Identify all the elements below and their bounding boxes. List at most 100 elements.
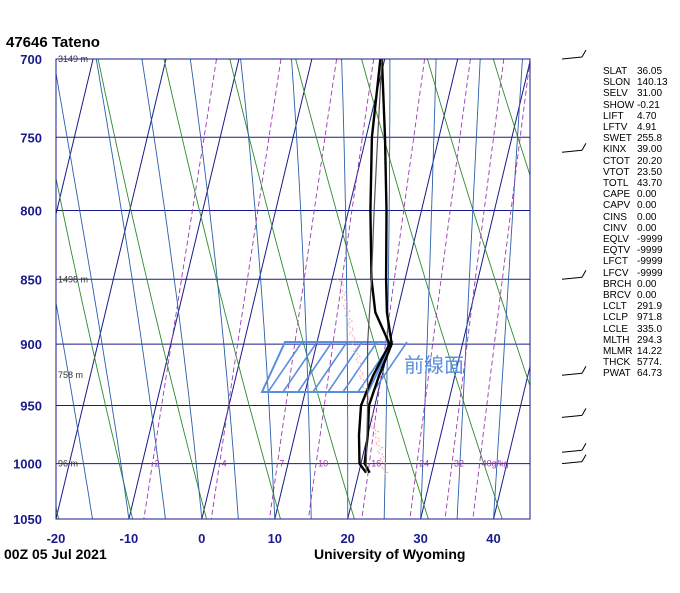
index-value: 294.3	[637, 334, 663, 346]
frontal-zone-hatch	[282, 341, 318, 393]
mixing-ratio-label: 32	[454, 459, 464, 469]
index-key: THCK	[603, 357, 631, 369]
index-row: CINS 0.00	[603, 212, 668, 223]
index-key: LFTV	[603, 122, 628, 134]
temperature-tick-label: -10	[120, 531, 139, 546]
index-key: PWAT	[603, 368, 631, 380]
index-value: 0.00	[637, 278, 657, 290]
index-value: 4.70	[637, 110, 657, 122]
dry-adiabat-line	[229, 59, 355, 519]
index-key: CAPV	[603, 200, 631, 212]
index-row: LFCV -9999	[603, 268, 668, 279]
mixing-ratio-line	[269, 59, 338, 519]
temperature-tick-label: -20	[47, 531, 66, 546]
index-row: MLMR 14.22	[603, 346, 668, 357]
index-value: 4.91	[637, 122, 657, 134]
frontal-zone-hatch	[267, 341, 303, 393]
moist-adiabat-line	[56, 70, 130, 519]
isotherm-line	[56, 59, 94, 217]
temperature-tick-label: 10	[268, 531, 282, 546]
frontal-zone-hatch	[342, 341, 378, 393]
dry-adiabat-line	[56, 176, 134, 519]
pink-dotted-line	[336, 278, 389, 476]
height-label: 758 m	[58, 370, 83, 380]
isotherm-line	[201, 59, 313, 519]
observation-time: 00Z 05 Jul 2021	[4, 546, 107, 562]
index-key: CINS	[603, 211, 627, 223]
index-value: -9999	[637, 267, 663, 279]
temperature-tick-label: 0	[198, 531, 205, 546]
index-value: 31.00	[637, 88, 663, 100]
wind-barb-flag	[581, 442, 587, 451]
dewpoint-series-line	[357, 59, 391, 474]
index-key: SLON	[603, 77, 631, 89]
index-value: 64.73	[637, 368, 663, 380]
mixing-ratio-line	[444, 59, 505, 519]
index-key: LFCV	[603, 267, 629, 279]
index-key: TOTL	[603, 178, 629, 190]
chart-title: 47646 Tateno	[6, 34, 100, 51]
pressure-tick-label: 700	[20, 52, 42, 67]
index-row: BRCV 0.00	[603, 290, 668, 301]
index-key: CAPE	[603, 189, 631, 201]
mixing-ratio-line	[472, 59, 530, 519]
plot-frame	[55, 58, 531, 520]
index-value: -9999	[637, 256, 663, 268]
moist-adiabat-line	[493, 59, 523, 519]
index-key: EQTV	[603, 245, 631, 257]
index-key: LFCT	[603, 256, 628, 268]
index-key: CINV	[603, 222, 627, 234]
index-value: -0.21	[637, 99, 660, 111]
index-key: BRCV	[603, 290, 631, 302]
mixing-ratio-label: 4	[222, 459, 227, 469]
wind-barb-flag	[581, 49, 587, 58]
frontal-zone-hatch	[372, 341, 408, 393]
index-row: LCLP 971.8	[603, 312, 668, 323]
index-value: 23.50	[637, 166, 663, 178]
mixing-ratio-line	[143, 59, 217, 519]
index-row: EQLV -9999	[603, 234, 668, 245]
moist-adiabat-line	[95, 59, 166, 519]
index-key: EQLV	[603, 234, 629, 246]
index-key: LCLE	[603, 323, 629, 335]
index-row: THCK 5774.	[603, 357, 668, 368]
index-row: LIFT 4.70	[603, 111, 668, 122]
mixing-ratio-line	[361, 59, 426, 519]
index-row: SLON 140.13	[603, 77, 668, 88]
moist-adiabat-line	[291, 59, 312, 519]
index-value: 0.00	[637, 200, 657, 212]
index-row: LCLE 335.0	[603, 324, 668, 335]
mixing-ratio-line	[210, 59, 282, 519]
index-value: -9999	[637, 234, 663, 246]
index-value: 0.00	[637, 211, 657, 223]
pressure-tick-label: 850	[20, 272, 42, 287]
isotherm-line	[274, 59, 386, 519]
pressure-tick-label: 1050	[13, 512, 42, 527]
index-value: -9999	[637, 245, 663, 257]
pressure-tick-label: 750	[20, 130, 42, 145]
index-row: MLTH 294.3	[603, 335, 668, 346]
moist-adiabat-line	[141, 59, 203, 519]
mixing-ratio-label: 24	[419, 459, 429, 469]
moist-adiabat-line	[420, 59, 437, 519]
index-value: 20.20	[637, 155, 663, 167]
isotherm-line	[0, 59, 20, 519]
wind-barb-flag	[581, 270, 587, 278]
index-row: PWAT 64.73	[603, 368, 668, 379]
frontal-zone-label: 前線面	[404, 353, 464, 377]
moist-adiabat-line	[189, 59, 239, 519]
index-row: EQTV -9999	[603, 245, 668, 256]
index-key: LCLP	[603, 312, 629, 324]
mixing-ratio-label: 2	[155, 459, 160, 469]
wind-barb	[561, 449, 583, 453]
index-key: CTOT	[603, 155, 631, 167]
index-row: LCLT 291.9	[603, 301, 668, 312]
moist-adiabat-line	[56, 516, 57, 519]
index-key: SELV	[603, 88, 628, 100]
mixing-ratio-label: 16	[371, 459, 381, 469]
wind-barb-flag	[581, 408, 587, 416]
index-key: MLTH	[603, 334, 630, 346]
temperature-tick-label: 30	[413, 531, 427, 546]
index-key: VTOT	[603, 166, 630, 178]
dry-adiabat-line	[97, 59, 207, 519]
